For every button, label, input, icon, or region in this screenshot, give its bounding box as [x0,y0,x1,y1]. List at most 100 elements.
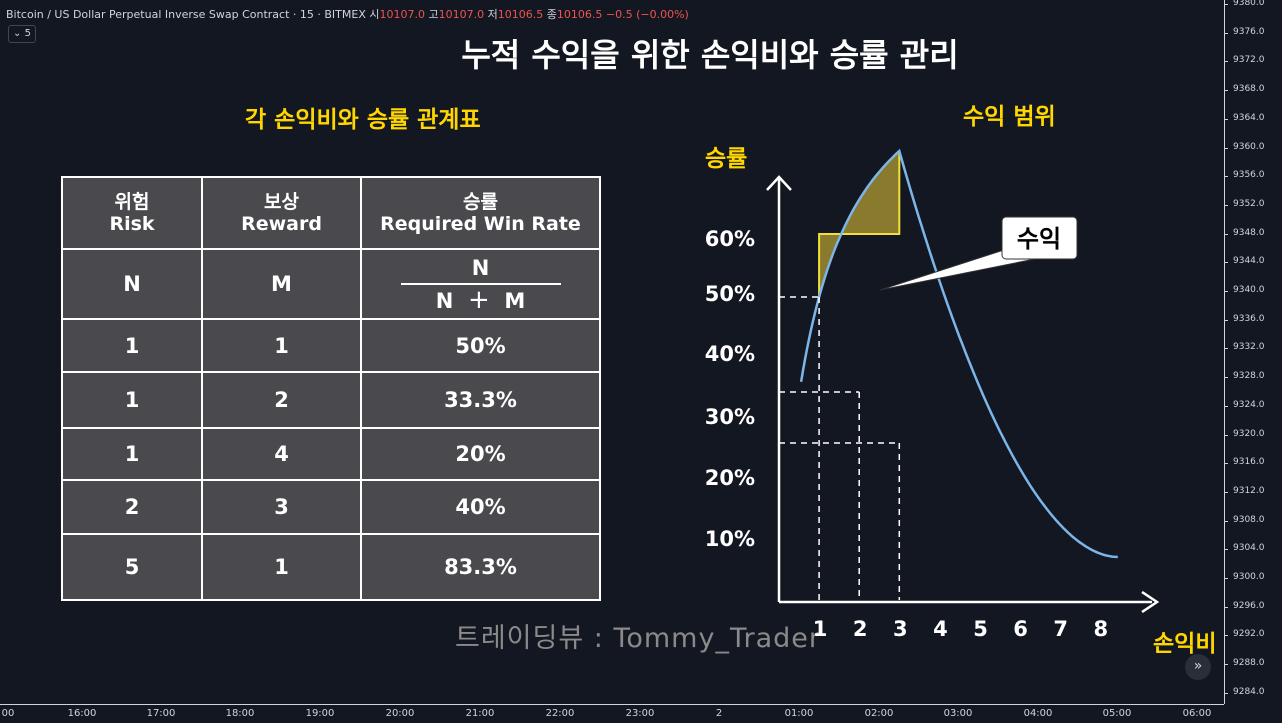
time-label: 17:00 [146,708,176,719]
price-label: 9284.0 [1233,686,1265,697]
price-label: 9308.0 [1233,514,1265,525]
cell-rate: 20% [360,427,601,481]
close-label: 종 [546,8,557,21]
time-label: 06:00 [1182,708,1212,719]
price-label: 9352.0 [1233,198,1265,209]
change-value: −0.5 (−0.00%) [605,8,689,21]
price-tick [1224,635,1228,637]
y-axis-arrow [766,175,792,191]
scroll-to-realtime-button[interactable]: » [1185,654,1211,680]
table-row: 1 4 20% [61,427,601,481]
time-label: 05:00 [1102,708,1132,719]
cell-reward: 1 [201,318,362,373]
price-label: 9356.0 [1233,170,1265,181]
x-tick-label: 1 [813,617,828,641]
price-label: 9304.0 [1233,543,1265,554]
price-tick [1224,664,1228,666]
formula-fraction: N N + M [360,248,601,320]
symbol-name[interactable]: Bitcoin / US Dollar Perpetual Inverse Sw… [6,8,366,21]
table-row: 5 1 83.3% [61,533,601,601]
cell-risk: 2 [61,479,203,535]
price-tick [1224,348,1228,350]
price-label: 9320.0 [1233,428,1265,439]
price-tick [1224,434,1228,436]
time-label: 21:00 [465,708,495,719]
price-label: 9340.0 [1233,285,1265,295]
cell-reward: 1 [201,533,362,601]
cell-rate: 33.3% [360,371,601,429]
x-tick-label: 2 [853,617,868,641]
time-label: 19:00 [305,708,335,719]
header-winrate: 승률 Required Win Rate [360,176,601,250]
y-tick-label: 60% [705,227,755,251]
price-label: 9300.0 [1233,572,1265,582]
fraction-denominator: N + M [435,284,526,315]
y-tick-label: 20% [705,466,755,490]
cell-rate: 83.3% [360,533,601,601]
price-label: 9324.0 [1233,399,1265,410]
price-tick [1224,32,1228,34]
time-label: 2 [715,708,723,719]
price-tick [1224,578,1228,579]
low-label: 저 [487,8,498,21]
price-tick [1224,606,1228,608]
price-label: 9332.0 [1233,342,1265,353]
profit-region [819,151,900,297]
x-tick-label: 6 [1013,617,1028,641]
price-tick [1224,319,1228,321]
open-label: 시 [369,8,380,21]
header-risk: 위험 Risk [61,176,203,250]
y-tick-label: 10% [705,527,755,551]
time-label: 22:00 [545,708,575,719]
y-axis-title: 승률 [705,146,747,172]
formula-row: N M N N + M [61,248,601,320]
price-tick [1224,520,1228,522]
cell-risk: 1 [61,318,203,373]
time-label: 20:00 [385,708,415,719]
fraction-bar [400,282,561,285]
time-label: 03:00 [943,708,973,719]
symbol-header[interactable]: Bitcoin / US Dollar Perpetual Inverse Sw… [6,6,689,24]
price-tick [1224,262,1228,264]
price-label: 9328.0 [1233,371,1265,382]
price-axis[interactable]: 9380.0 9376.0 9372.0 9368.0 9364.0 9360.0 9356… [1224,0,1282,704]
cell-rate: 40% [360,479,601,535]
x-tick-label: 3 [893,617,908,641]
time-label: 04:00 [1023,708,1053,719]
cell-risk: 1 [61,371,203,429]
price-label: 9288.0 [1233,658,1265,669]
time-label: 02:00 [864,708,894,719]
price-label: 9376.0 [1233,26,1265,37]
x-tick-label: 4 [933,617,948,641]
table-subtitle: 각 손익비와 승률 관계표 [245,107,481,133]
price-tick [1224,692,1228,694]
open-value: 10107.0 [379,8,426,21]
fraction-numerator: N [471,255,490,280]
table-row: 2 3 40% [61,479,601,535]
time-label: 23:00 [625,708,655,719]
cell-reward: 2 [201,371,362,429]
risk-reward-table: 위험 Risk 보상 Reward 승률 Required Win Rate N M … [61,176,601,601]
price-label: 9296.0 [1233,600,1265,611]
table-row: 1 2 33.3% [61,371,601,429]
cell-reward: 3 [201,479,362,535]
x-tick-label: 5 [973,617,988,641]
price-tick [1224,204,1228,206]
price-tick [1224,233,1228,235]
time-label: 01:00 [784,708,814,719]
time-axis[interactable]: 00 16:00 17:00 18:00 19:00 20:00 21:00 22:00 23:… [0,704,1224,723]
y-tick-label: 40% [705,342,755,366]
price-tick [1224,405,1228,407]
main-title: 누적 수익을 위한 손익비와 승률 관리 [461,36,959,74]
x-tick-label: 8 [1093,617,1108,641]
profit-region-border [818,151,901,297]
price-label: 9344.0 [1233,256,1265,267]
cell-rate: 50% [360,318,601,373]
price-label: 9380.0 [1233,0,1265,8]
price-tick [1224,147,1228,149]
indicator-collapse-toggle[interactable]: ⌄ 5 [8,25,36,43]
time-label: 16:00 [67,708,97,719]
price-label: 9292.0 [1233,629,1265,640]
x-tick-label: 7 [1053,617,1068,641]
low-value: 10106.5 [497,8,544,21]
